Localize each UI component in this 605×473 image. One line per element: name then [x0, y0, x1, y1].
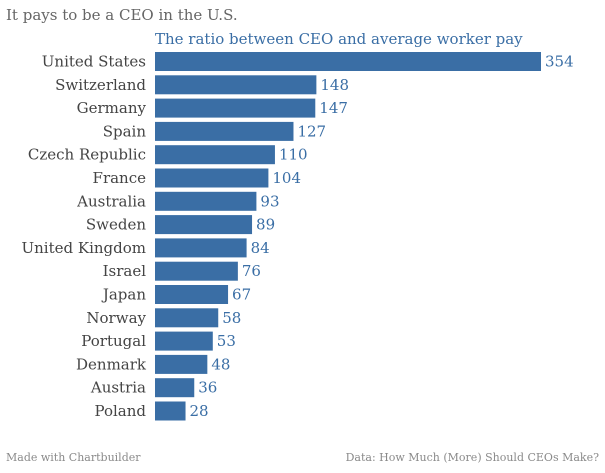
value-label-sweden: 89 — [256, 216, 275, 234]
bar-israel — [155, 261, 238, 281]
bar-australia — [155, 191, 257, 211]
category-label-sweden: Sweden — [86, 216, 146, 234]
category-label-poland: Poland — [94, 402, 146, 420]
category-label-japan: Japan — [101, 286, 147, 304]
value-label-denmark: 48 — [211, 355, 230, 373]
category-label-norway: Norway — [86, 309, 146, 327]
chart-subtitle: The ratio between CEO and average worker… — [155, 30, 523, 48]
bar-denmark — [155, 354, 208, 374]
category-label-united-states: United States — [42, 53, 146, 71]
value-label-czech-republic: 110 — [279, 146, 308, 164]
bar-poland — [155, 401, 186, 421]
bar-austria — [155, 378, 195, 398]
value-label-switzerland: 148 — [320, 76, 349, 94]
category-labels: United States Switzerland Germany Spain Czec… — [22, 53, 147, 421]
category-label-czech-republic: Czech Republic — [28, 146, 146, 164]
bar-france — [155, 168, 269, 188]
chart-title: It pays to be a CEO in the U.S. — [6, 6, 238, 24]
value-label-japan: 67 — [232, 286, 251, 304]
value-label-portugal: 53 — [217, 332, 236, 350]
value-label-germany: 147 — [319, 99, 348, 117]
bar-sweden — [155, 215, 253, 235]
bar-japan — [155, 285, 229, 304]
bar-portugal — [155, 331, 213, 351]
bars-group — [155, 52, 541, 421]
value-label-poland: 28 — [190, 402, 209, 420]
bar-united-kingdom — [155, 238, 247, 258]
footer-source: Data: How Much (More) Should CEOs Make? — [346, 451, 599, 464]
bar-czech-republic — [155, 145, 275, 165]
bar-switzerland — [155, 75, 317, 95]
category-label-united-kingdom: United Kingdom — [22, 239, 147, 257]
category-label-switzerland: Switzerland — [55, 76, 146, 94]
value-label-united-states: 354 — [545, 53, 574, 71]
value-label-austria: 36 — [198, 379, 217, 397]
value-label-france: 104 — [272, 169, 301, 187]
value-label-spain: 127 — [297, 122, 326, 140]
value-label-norway: 58 — [222, 309, 241, 327]
category-label-denmark: Denmark — [76, 355, 147, 373]
category-label-austria: Austria — [90, 379, 146, 397]
category-label-germany: Germany — [77, 99, 147, 117]
category-label-portugal: Portugal — [81, 332, 146, 350]
bar-germany — [155, 98, 316, 118]
footer-credit: Made with Chartbuilder — [6, 451, 141, 464]
category-label-israel: Israel — [103, 262, 147, 280]
bar-norway — [155, 308, 219, 328]
category-label-spain: Spain — [103, 122, 147, 140]
category-label-france: France — [93, 169, 147, 187]
value-labels: 354 148 147 127 110 104 93 89 84 76 67 58 53 48 36 28 — [190, 53, 574, 421]
category-label-australia: Australia — [76, 192, 146, 210]
bar-spain — [155, 121, 294, 141]
bar-united-states — [155, 52, 541, 71]
value-label-united-kingdom: 84 — [251, 239, 270, 257]
value-label-australia: 93 — [260, 192, 279, 210]
value-label-israel: 76 — [242, 262, 261, 280]
